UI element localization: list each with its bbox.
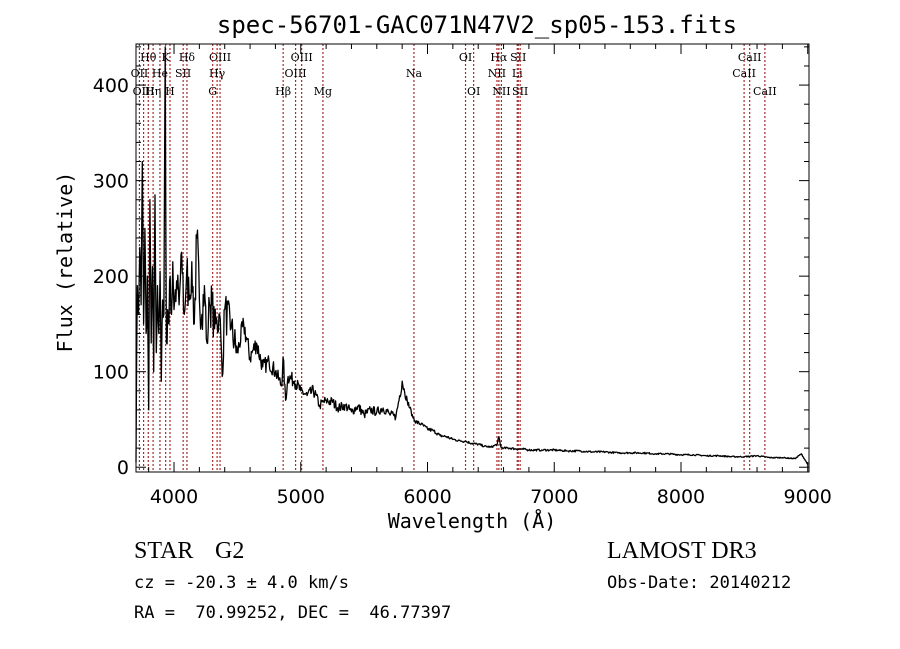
y-tick-label: 0 — [117, 457, 129, 479]
line-marker-label: OII — [131, 67, 149, 80]
line-marker-label: SII — [512, 85, 528, 98]
coordinates-text: RA = 70.99252, DEC = 46.77397 — [134, 603, 452, 623]
line-marker-label: K — [162, 51, 171, 64]
line-marker-label: H — [165, 85, 175, 98]
line-marker-label: Na — [406, 67, 423, 80]
line-marker-label: Mg — [314, 85, 332, 98]
line-marker-label: OIII — [133, 85, 155, 98]
line-marker-label: Hδ — [179, 51, 196, 64]
line-marker-label: Hθ — [140, 51, 157, 64]
survey-name: LAMOST DR3 — [607, 538, 757, 564]
line-marker-label: CaII — [732, 67, 756, 80]
x-tick-label: 9000 — [784, 486, 832, 508]
line-marker-label: OIII — [209, 51, 231, 64]
line-markers-group: Hθ OII OIII He Hη K H Hδ SII OIII Hγ G OIII OIII Hβ Mg N… — [131, 44, 777, 472]
x-tick-label: 6000 — [403, 486, 451, 508]
line-marker-label: G — [208, 85, 217, 98]
line-marker-label: OI — [459, 51, 472, 64]
line-marker-label: OIII — [285, 67, 307, 80]
line-marker-label: NII — [492, 85, 510, 98]
line-marker-label: OI — [467, 85, 480, 98]
obs-date-text: Obs-Date: 20140212 — [607, 573, 792, 593]
line-marker-label: SII — [510, 51, 526, 64]
redshift-text: cz = -20.3 ± 4.0 km/s — [134, 573, 349, 593]
y-tick-label: 200 — [93, 266, 129, 288]
line-marker-label: Hβ — [275, 85, 291, 98]
line-marker-label: OIII — [291, 51, 313, 64]
object-class: STAR — [134, 538, 194, 564]
axes-group: 4000 5000 6000 7000 8000 9000 0 100 200 300 400 — [93, 43, 832, 508]
y-tick-label: 300 — [93, 171, 129, 193]
line-marker-label: CaII — [738, 51, 762, 64]
line-marker-label: SII — [175, 67, 191, 80]
spectral-subclass: G2 — [215, 538, 245, 564]
y-tick-label: 400 — [93, 75, 129, 97]
x-tick-label: 7000 — [530, 486, 578, 508]
spectrum-line — [135, 46, 809, 465]
spectrum-series — [135, 46, 809, 465]
line-marker-label: Hγ — [209, 67, 226, 80]
x-tick-label: 5000 — [277, 486, 325, 508]
line-marker-label: NII — [488, 67, 506, 80]
line-marker-label: He — [152, 67, 168, 80]
y-tick-label: 100 — [93, 362, 129, 384]
y-axis-label: Flux (relative) — [53, 172, 77, 353]
line-marker-label: Hη — [145, 85, 161, 98]
chart-title: spec-56701-GAC071N47V2_sp05-153.fits — [217, 11, 737, 39]
x-tick-label: 8000 — [657, 486, 705, 508]
x-axis-label: Wavelength (Å) — [388, 509, 557, 533]
line-marker-label: CaII — [753, 85, 777, 98]
x-tick-label: 4000 — [150, 486, 198, 508]
plot-frame — [135, 43, 810, 473]
line-marker-label: Hα — [490, 51, 508, 64]
line-marker-label: Li — [512, 67, 523, 80]
